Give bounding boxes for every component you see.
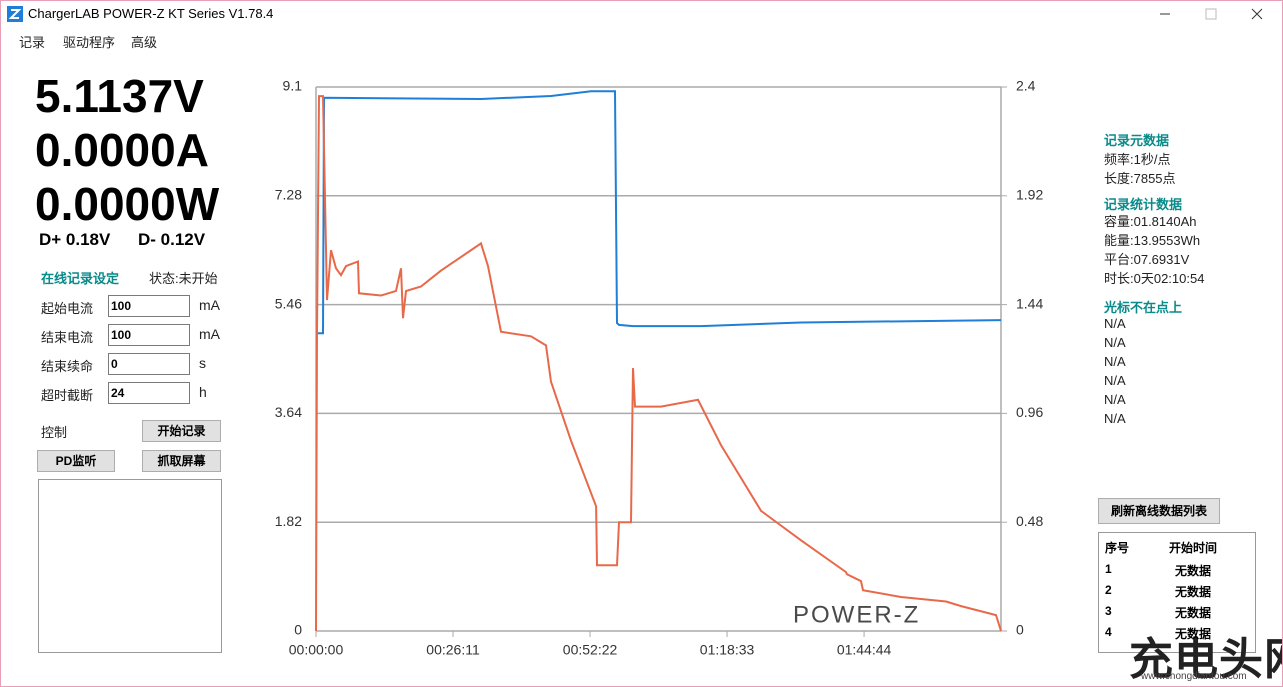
data-line — [315, 95, 1002, 632]
window-controls[interactable] — [1156, 5, 1276, 23]
y2-tick-label: 0 — [1016, 622, 1024, 638]
field-label: 结束电流 — [41, 330, 94, 345]
stats-item: 容量:01.8140Ah — [1104, 214, 1197, 229]
meta-item: 频率:1秒/点 — [1104, 152, 1171, 167]
stats-item: 平台:07.6931V — [1104, 252, 1190, 267]
row-index: 3 — [1105, 604, 1112, 618]
x-tick-label: 01:18:33 — [700, 642, 755, 658]
settings-title: 在线记录设定 — [41, 271, 120, 286]
y-tick-label: 9.1 — [283, 78, 303, 94]
cursor-item: N/A — [1104, 411, 1126, 426]
field-input[interactable] — [108, 382, 190, 404]
meta-title: 记录元数据 — [1104, 133, 1170, 148]
field-unit: s — [199, 355, 206, 371]
y-tick-label: 0 — [294, 622, 302, 638]
data-line — [316, 90, 1002, 335]
cursor-item: N/A — [1104, 335, 1126, 350]
y2-tick-label: 1.44 — [1016, 295, 1043, 311]
field-input[interactable] — [108, 324, 190, 346]
row-index: 1 — [1105, 562, 1112, 576]
field-label: 结束续命 — [41, 359, 94, 374]
y-tick-label: 7.28 — [275, 187, 302, 203]
x-tick-label: 00:52:22 — [563, 642, 618, 658]
field-unit: mA — [199, 326, 220, 342]
y2-tick-label: 2.4 — [1016, 78, 1036, 94]
field-input[interactable] — [108, 295, 190, 317]
button[interactable]: 抓取屏幕 — [142, 450, 221, 472]
cursor-title: 光标不在点上 — [1104, 300, 1183, 315]
row-start: 无数据 — [1175, 564, 1212, 578]
row-start: 无数据 — [1175, 585, 1212, 599]
cursor-item: N/A — [1104, 373, 1126, 388]
app-icon — [7, 6, 23, 22]
table-box — [1098, 532, 1256, 653]
table-header: 开始时间 — [1169, 541, 1218, 555]
row-index: 2 — [1105, 583, 1112, 597]
field-label: 起始电流 — [41, 301, 94, 316]
cursor-item: N/A — [1104, 354, 1126, 369]
y-tick-label: 3.64 — [275, 404, 302, 420]
menu-item[interactable]: 高级 — [131, 35, 158, 50]
dplus-reading: D+ 0.18V — [39, 230, 111, 249]
menu-item[interactable]: 驱动程序 — [63, 35, 116, 50]
meta-item: 长度:7855点 — [1104, 170, 1176, 186]
stats-item: 能量:13.9553Wh — [1104, 233, 1201, 248]
y-tick-label: 5.46 — [275, 295, 302, 311]
watermark-logo: 充电头网 — [1129, 635, 1282, 684]
button[interactable]: 刷新离线数据列表 — [1098, 498, 1220, 524]
cursor-item: N/A — [1104, 316, 1126, 331]
field-unit: h — [199, 384, 207, 400]
voltage-reading: 5.1137V — [35, 70, 204, 122]
y2-tick-label: 0.48 — [1016, 513, 1043, 529]
row-start: 无数据 — [1175, 606, 1212, 620]
button[interactable]: PD监听 — [37, 450, 115, 472]
dminus-reading: D- 0.12V — [138, 230, 206, 249]
x-tick-label: 01:44:44 — [837, 642, 892, 658]
button[interactable]: 开始记录 — [142, 420, 221, 442]
x-tick-label: 00:00:00 — [289, 642, 344, 658]
watermark-url: www.chongdiantou.com — [1141, 671, 1247, 682]
window-title: ChargerLAB POWER-Z KT Series V1.78.4 — [28, 6, 274, 21]
power-reading: 0.0000W — [35, 178, 220, 230]
y2-tick-label: 1.92 — [1016, 187, 1043, 203]
stats-item: 时长:0天02:10:54 — [1104, 271, 1205, 286]
field-unit: mA — [199, 297, 220, 313]
table-header: 序号 — [1105, 541, 1130, 555]
current-reading: 0.0000A — [35, 124, 209, 176]
row-index: 4 — [1105, 625, 1112, 639]
chart-watermark: POWER-Z — [793, 601, 920, 628]
x-tick-label: 00:26:11 — [426, 642, 480, 658]
chart: 0 1.82 3.64 5.46 7.28 9.1 0 0.48 0.96 1.44 1.92 2.4… — [275, 78, 1044, 658]
menu-item[interactable]: 记录 — [19, 35, 46, 50]
field-input[interactable] — [108, 353, 190, 375]
log-box — [38, 479, 222, 653]
field-label: 超时截断 — [41, 388, 94, 403]
y-tick-label: 1.82 — [275, 513, 302, 529]
cursor-item: N/A — [1104, 392, 1126, 407]
row-start: 无数据 — [1175, 627, 1212, 641]
control-label: 控制 — [41, 425, 68, 440]
y2-tick-label: 0.96 — [1016, 404, 1043, 420]
stats-title: 记录统计数据 — [1104, 197, 1183, 212]
status: 状态:未开始 — [149, 271, 218, 286]
